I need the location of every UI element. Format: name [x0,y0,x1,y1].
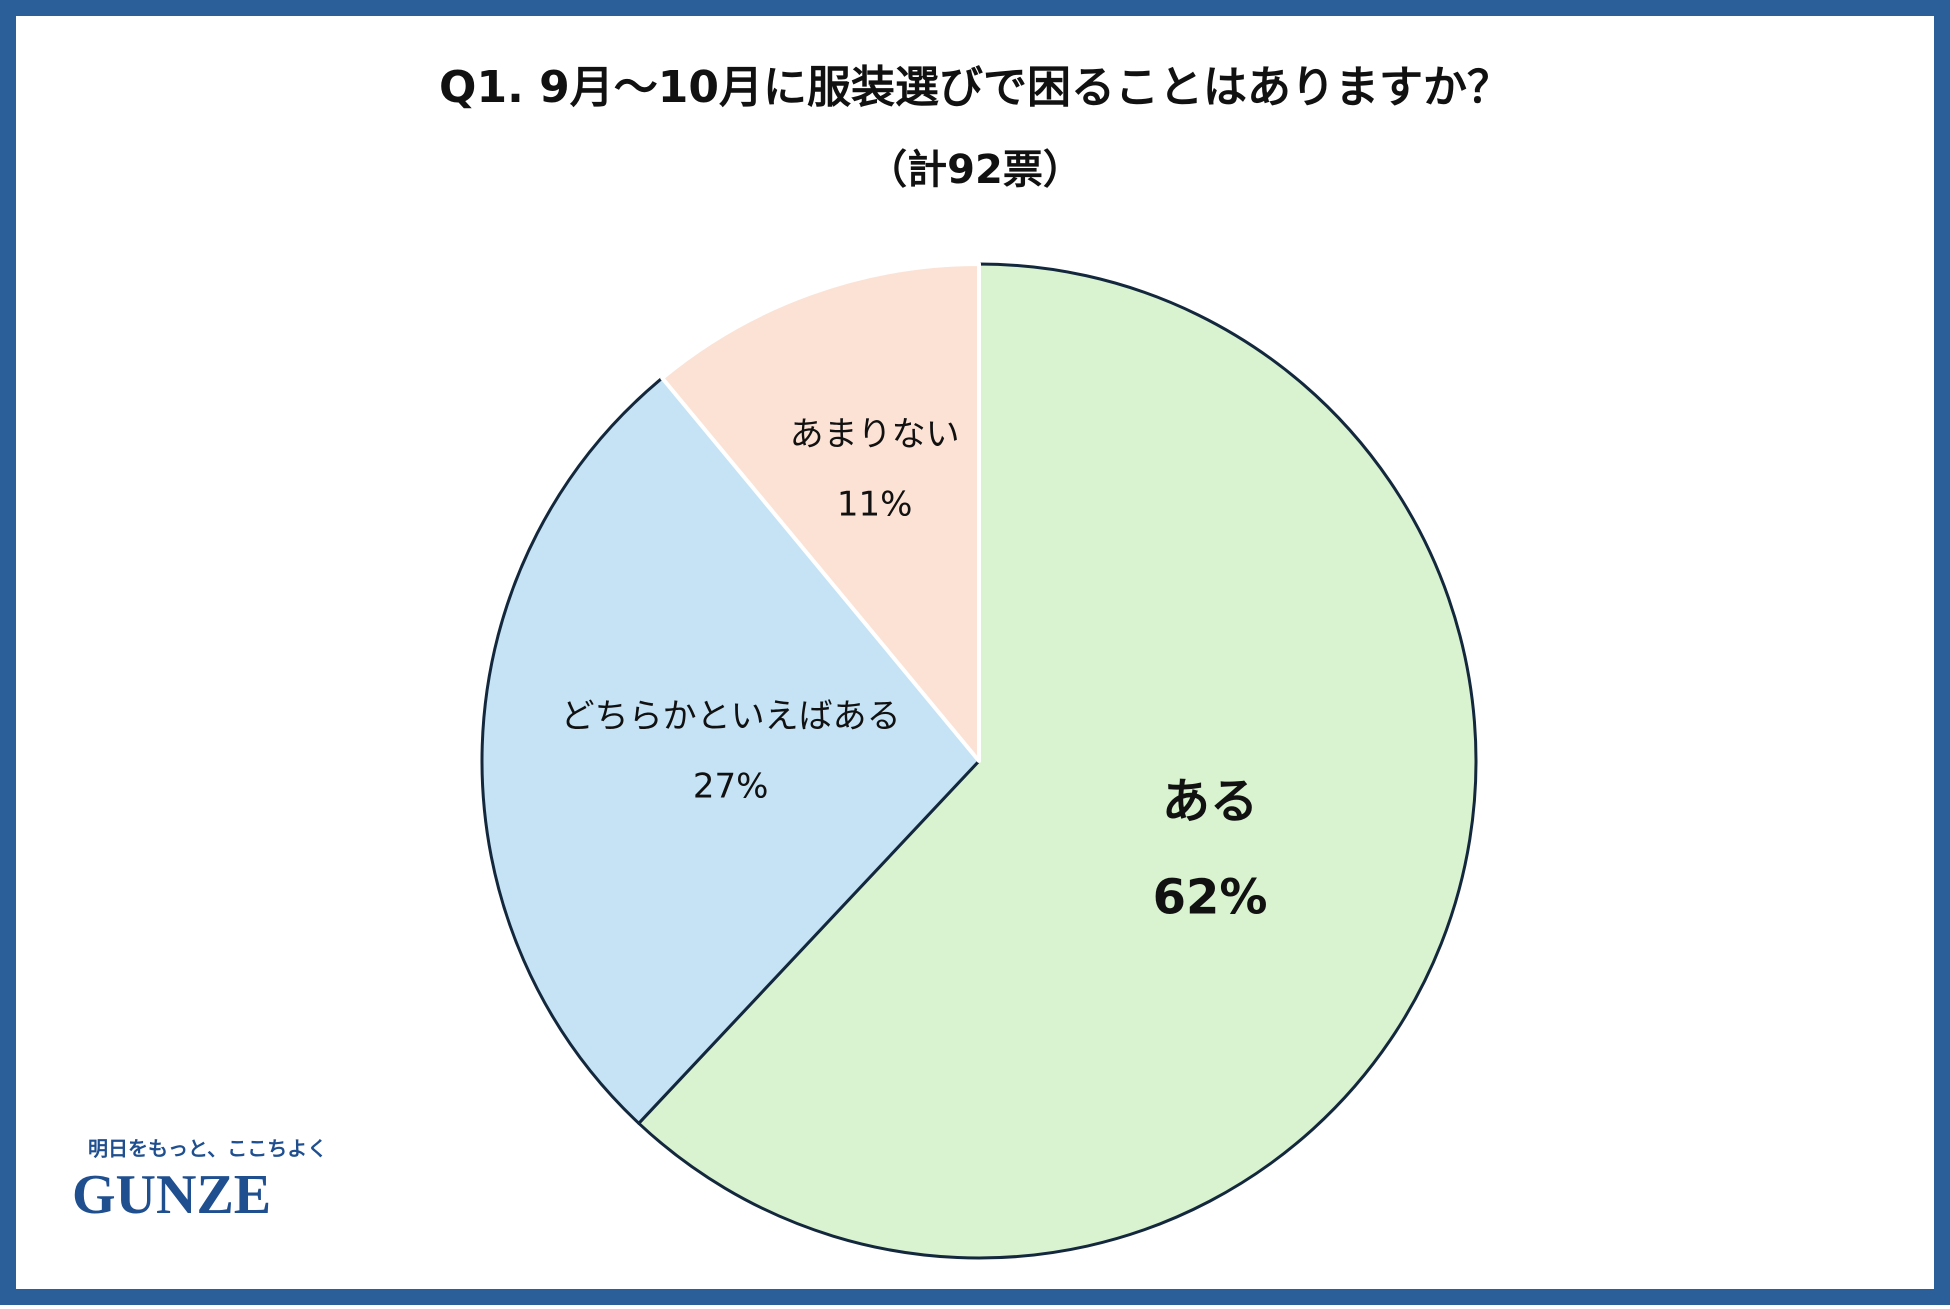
pie-slice [480,376,981,1125]
value-label: 62% [1153,869,1268,925]
logo-brand: GUNZE [72,1164,271,1226]
value-label: 27% [693,767,769,807]
value-label: 11% [837,485,913,525]
slice-label: ある [1162,773,1258,829]
slice-label: あまりない [790,415,960,455]
logo-tagline: 明日をもっと、ここちよく [88,1137,327,1161]
slice-label: どちらかといえばある [561,697,901,737]
pie [480,262,1478,1260]
pie-slice [660,262,981,763]
pie-slice [637,262,1478,1260]
chart-title: Q1. 9月～10月に服装選びで困ることはありますか？ [439,62,1511,113]
chart-subtitle: （計92票） [867,147,1083,193]
